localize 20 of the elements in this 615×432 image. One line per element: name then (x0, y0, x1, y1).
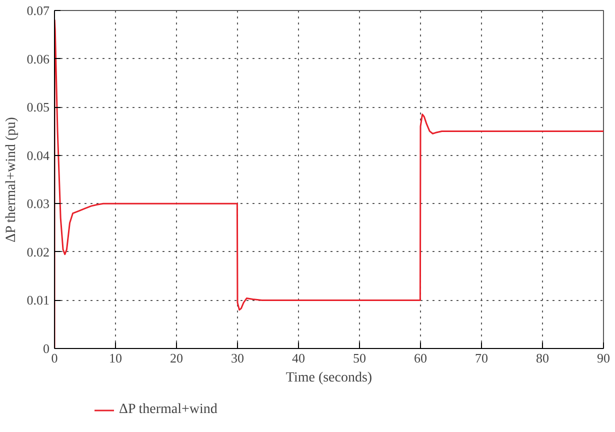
x-tick-label: 10 (109, 350, 122, 366)
y-tick-label: 0 (43, 341, 50, 356)
y-tick-label: 0.05 (26, 100, 50, 115)
y-tick-label: 0.04 (26, 148, 50, 163)
y-tick-label: 0.01 (26, 292, 50, 308)
x-tick-label: 50 (353, 350, 366, 366)
y-tick-label: 0.06 (26, 51, 50, 66)
x-tick-label: 90 (597, 350, 610, 366)
y-tick-label: 0.03 (26, 196, 50, 212)
x-tick-label: 70 (475, 350, 488, 366)
x-tick-label: 60 (414, 350, 427, 366)
y-tick-label: 0.02 (26, 244, 50, 260)
x-tick-label: 20 (170, 350, 183, 366)
x-tick-label: 40 (292, 350, 305, 366)
x-axis-title: Time (seconds) (286, 370, 372, 386)
legend-label: ΔP thermal+wind (119, 402, 218, 418)
y-axis-title: ΔP thermal+wind (pu) (4, 116, 19, 242)
x-tick-label: 80 (536, 350, 549, 366)
x-tick-label: 30 (231, 350, 244, 366)
y-tick-label: 0.07 (26, 3, 50, 18)
